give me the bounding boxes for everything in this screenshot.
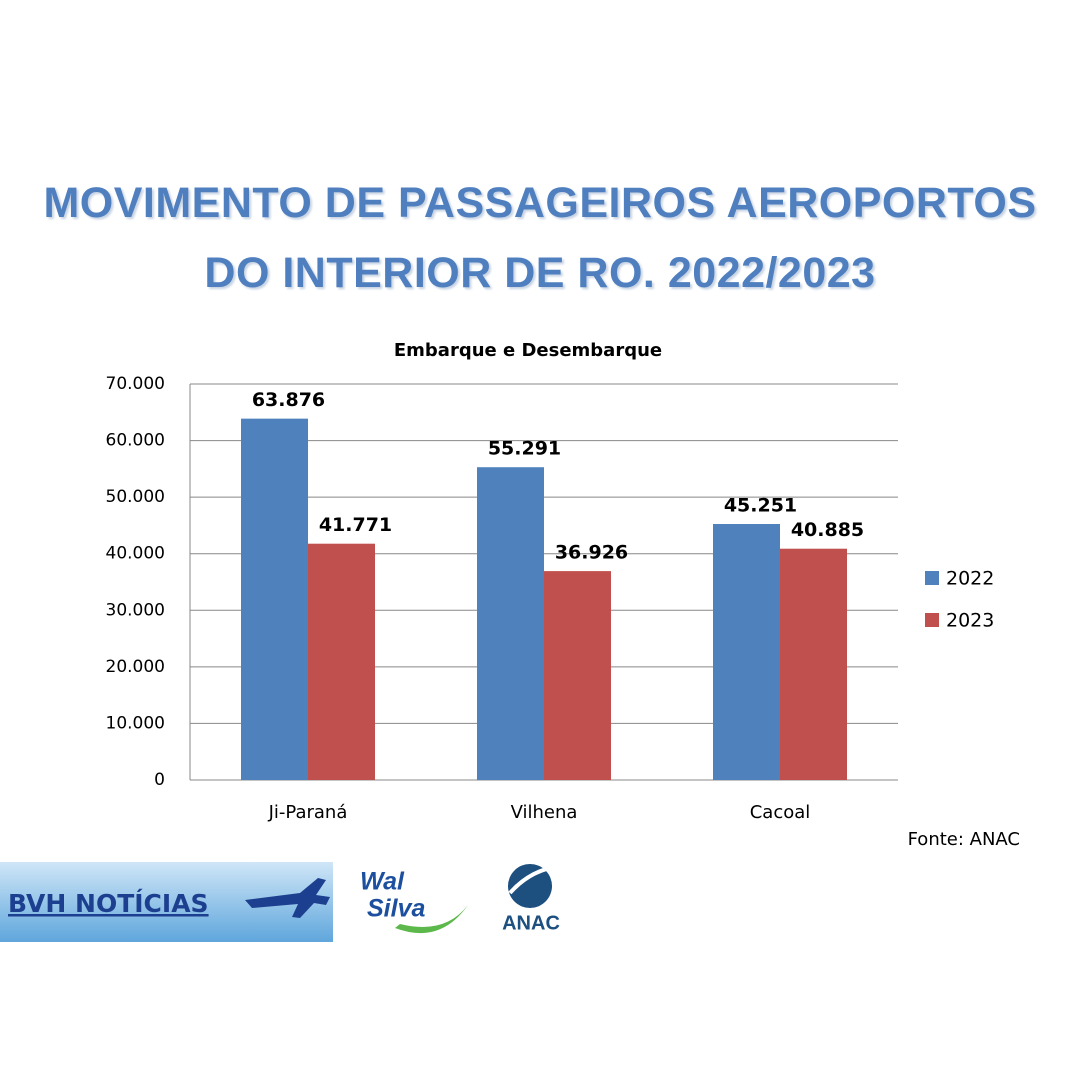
logo-text: BVH NOTÍCIAS xyxy=(8,889,209,918)
y-tick-label: 20.000 xyxy=(106,657,165,677)
value-label: 40.885 xyxy=(791,519,864,541)
bar xyxy=(477,467,544,780)
chart-subtitle: Embarque e Desembarque xyxy=(394,340,662,361)
value-label: 36.926 xyxy=(555,542,628,564)
logo-swoosh xyxy=(395,905,468,934)
bar xyxy=(780,548,847,780)
y-tick-label: 50.000 xyxy=(106,487,165,507)
plane-icon xyxy=(245,878,330,918)
logo-orbit xyxy=(508,864,561,895)
chart-title: MOVIMENTO DE PASSAGEIROS AEROPORTOS DO I… xyxy=(43,179,1037,297)
y-tick-label: 40.000 xyxy=(106,544,165,564)
y-tick-label: 0 xyxy=(154,770,165,790)
logo-anac: ANAC xyxy=(502,864,561,934)
y-tick-label: 30.000 xyxy=(106,600,165,620)
x-tick-label: Cacoal xyxy=(750,802,811,823)
legend-label: 2022 xyxy=(946,568,994,590)
logo-bvh: BVH NOTÍCIAS xyxy=(0,862,333,942)
legend-swatch xyxy=(925,571,939,585)
value-label: 55.291 xyxy=(488,438,561,460)
bar xyxy=(308,543,375,780)
y-tick-label: 10.000 xyxy=(106,713,165,733)
x-tick-label: Ji-Paraná xyxy=(268,802,348,823)
legend-swatch xyxy=(925,613,939,627)
value-label: 45.251 xyxy=(724,495,797,517)
value-label: 41.771 xyxy=(319,514,392,536)
y-tick-label: 70.000 xyxy=(106,374,165,394)
bar xyxy=(544,571,611,780)
logo-text: Wal xyxy=(360,868,405,896)
logo-wal-silva: Wal Silva xyxy=(360,868,468,934)
logo-text: Silva xyxy=(367,895,425,923)
legend-label: 2023 xyxy=(946,610,994,632)
value-label: 63.876 xyxy=(252,389,325,411)
bar xyxy=(241,418,308,780)
logo-text: ANAC xyxy=(502,912,560,934)
source: Fonte: ANAC xyxy=(908,829,1020,850)
y-tick-label: 60.000 xyxy=(106,431,165,451)
bar xyxy=(713,524,780,780)
logo-globe xyxy=(508,864,552,908)
x-tick-label: Vilhena xyxy=(511,802,578,823)
